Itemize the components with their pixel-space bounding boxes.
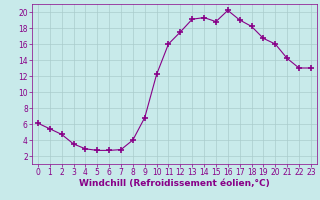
X-axis label: Windchill (Refroidissement éolien,°C): Windchill (Refroidissement éolien,°C) xyxy=(79,179,270,188)
